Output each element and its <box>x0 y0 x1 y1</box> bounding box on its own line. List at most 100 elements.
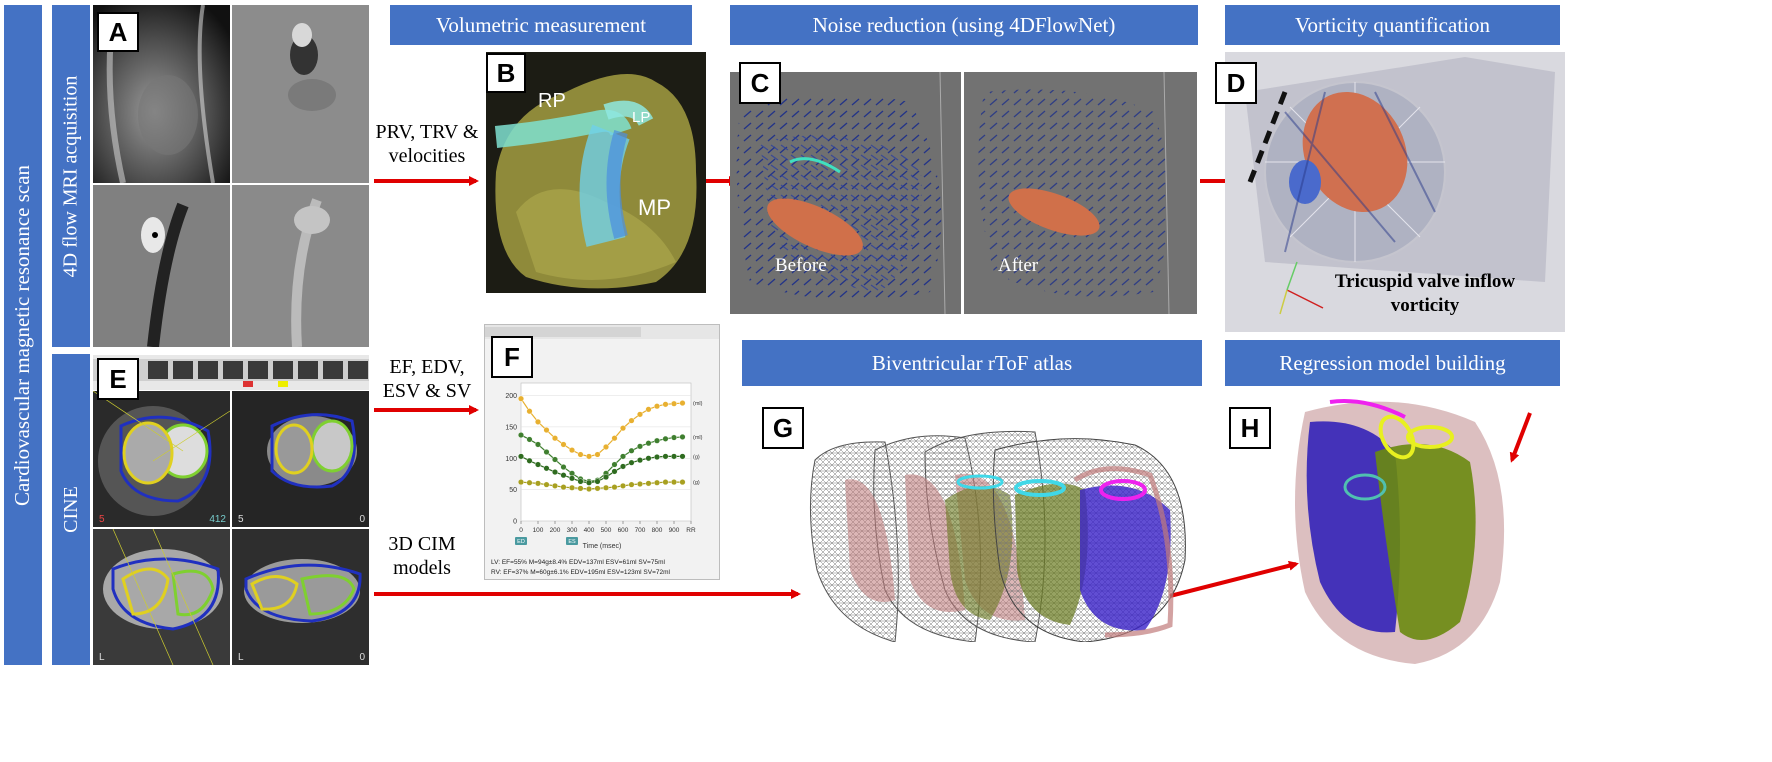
chart-data-point <box>679 479 686 486</box>
chart-footer-lv: LV: EF=55% M=94g±8.4% EDV=137ml ESV=61ml… <box>491 559 665 566</box>
chart-series-label: (g) <box>693 480 700 486</box>
panel-e-sax-right-num-left: 5 <box>238 514 244 525</box>
chart-data-point <box>594 451 601 458</box>
panel-label-c: C <box>739 62 781 104</box>
chart-data-point <box>619 453 626 460</box>
chart-data-point <box>619 425 626 432</box>
chart-data-point <box>560 441 567 448</box>
row-bar-4dflow: 4D flow MRI acquisition <box>52 5 90 347</box>
chart-data-point <box>585 486 592 493</box>
panel-e-lax-right-num-right: 0 <box>359 652 365 663</box>
chart-data-point <box>568 447 575 454</box>
panel-label-h: H <box>1229 407 1271 449</box>
chart-data-point <box>602 443 609 450</box>
chart-data-point <box>636 480 643 487</box>
header-regression: Regression model building <box>1225 340 1560 386</box>
chart-data-point <box>560 472 567 479</box>
chart-data-point <box>518 395 525 402</box>
panel-a-mri-phase-2 <box>93 185 230 347</box>
chart-series-label: (g) <box>693 454 700 460</box>
chart-data-point <box>679 453 686 460</box>
chart-data-point <box>619 482 626 489</box>
chart-xtick-label: 100 <box>533 527 544 534</box>
chart-data-point <box>611 468 618 475</box>
chart-data-point <box>526 457 533 464</box>
panel-label-d: D <box>1215 62 1257 104</box>
chart-data-point <box>585 479 592 486</box>
chart-data-point <box>645 440 652 447</box>
chart-data-point <box>577 485 584 492</box>
chart-data-point <box>645 455 652 462</box>
chart-data-point <box>628 417 635 424</box>
chart-data-point <box>560 464 567 471</box>
chart-data-point <box>543 481 550 488</box>
chart-data-point <box>670 479 677 486</box>
chart-data-point <box>518 479 525 486</box>
arrow-label-e-to-g-line2: models <box>393 557 451 579</box>
panel-label-g: G <box>762 407 804 449</box>
panel-d-caption-line2: vorticity <box>1390 295 1460 316</box>
chart-xtick-label: 500 <box>601 527 612 534</box>
panel-e-sax-left-num-right: 412 <box>209 514 226 525</box>
chart-data-point <box>611 484 618 491</box>
chart-data-point <box>670 400 677 407</box>
panel-a-mri-phase-1 <box>232 5 369 183</box>
panel-label-b: B <box>486 53 526 93</box>
chart-data-point <box>535 480 542 487</box>
chart-data-point <box>594 485 601 492</box>
panel-e-sax-left: 5 412 <box>93 391 230 527</box>
chart-data-point <box>577 451 584 458</box>
arrow-h-indicator <box>1509 412 1532 463</box>
chart-data-point <box>577 478 584 485</box>
chart-xtick-label: 0 <box>519 527 523 534</box>
chart-footer-rv: RV: EF=37% M=60g±6.1% EDV=195ml ESV=123m… <box>491 569 670 576</box>
chart-data-point <box>602 484 609 491</box>
chart-data-point <box>653 454 660 461</box>
chart-data-point <box>653 437 660 444</box>
chart-data-point <box>518 453 525 460</box>
chart-data-point <box>662 479 669 486</box>
chart-data-point <box>602 474 609 481</box>
chart-data-point <box>662 435 669 442</box>
chart-xtick-label: RR <box>686 527 696 534</box>
chart-series-label: (ml) <box>693 401 703 407</box>
header-vorticity: Vorticity quantification <box>1225 5 1560 45</box>
panel-label-a: A <box>97 12 139 52</box>
panel-g-atlas <box>805 420 1215 642</box>
chart-xtick-label: 600 <box>618 527 629 534</box>
arrow-label-a-to-b-line1: PRV, TRV & <box>375 121 479 143</box>
chart-xtick-label: 900 <box>669 527 680 534</box>
chart-data-point <box>560 484 567 491</box>
panel-c-after-label: After <box>998 255 1039 276</box>
chart-data-point <box>543 465 550 472</box>
chart-data-point <box>551 482 558 489</box>
chart-xtick-label: 300 <box>567 527 578 534</box>
header-noise: Noise reduction (using 4DFlowNet) <box>730 5 1198 45</box>
chart-marker-badge <box>515 537 527 545</box>
chart-xtick-label: 800 <box>652 527 663 534</box>
panel-c-after: After <box>964 72 1197 314</box>
chart-xtick-label: 200 <box>550 527 561 534</box>
chart-data-point <box>619 463 626 470</box>
chart-data-point <box>670 453 677 460</box>
panel-a-mri-phase-3 <box>232 185 369 347</box>
chart-data-point <box>568 484 575 491</box>
arrow-label-a-to-b-line2: velocities <box>388 145 466 167</box>
volume-time-chart: 0 50 100 150 200 0 100 200 300 400 500 600 700 800 900… <box>485 325 719 545</box>
arrow-label-e-to-g: 3D CIM models <box>372 532 472 580</box>
arrow-label-a-to-b: PRV, TRV & velocities <box>372 120 482 168</box>
arrow-g-to-h <box>1169 560 1299 598</box>
panel-h-heart-model <box>1285 392 1515 667</box>
panel-a-mri-magnitude <box>93 5 230 183</box>
chart-data-point <box>526 436 533 443</box>
panel-e-lax-right: L 0 <box>232 529 369 665</box>
panel-b-label-lp: LP <box>632 109 651 126</box>
panel-e-lax-left: L <box>93 529 230 665</box>
panel-c-before: Before <box>730 72 961 314</box>
chart-data-point <box>679 400 686 407</box>
chart-data-point <box>518 432 525 439</box>
chart-ytick-label: 200 <box>505 393 517 400</box>
chart-data-point <box>670 434 677 441</box>
panel-e-sax-left-num-left: 5 <box>99 514 105 525</box>
